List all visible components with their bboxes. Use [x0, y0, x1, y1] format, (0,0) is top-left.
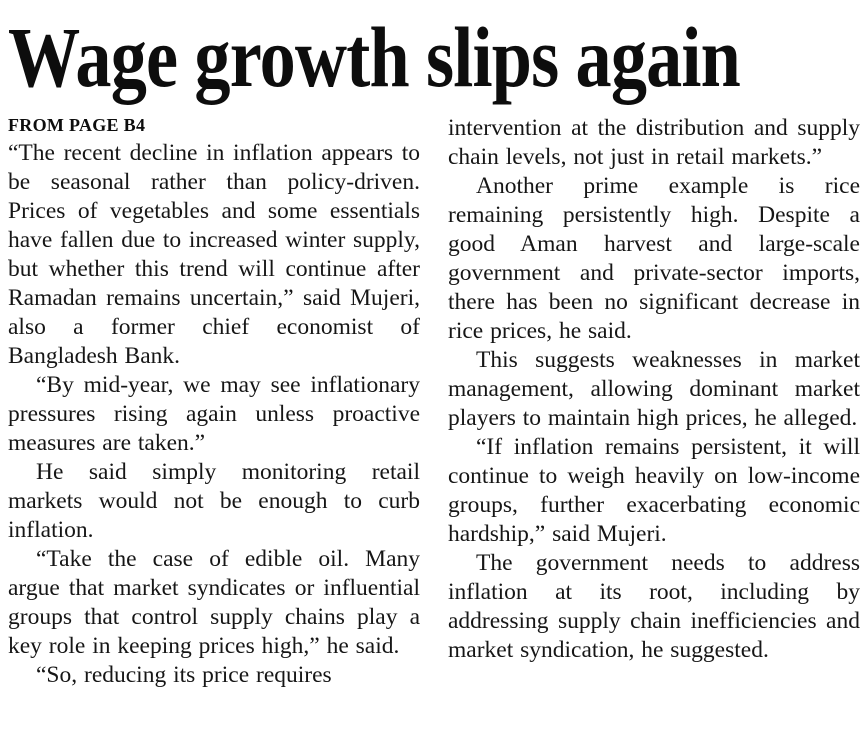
continued-from-label: FROM PAGE B4: [8, 115, 146, 135]
article-columns: FROM PAGE B4 “The recent decline in infl…: [8, 114, 860, 690]
article-paragraph: “By mid-year, we may see inflationary pr…: [8, 372, 420, 456]
article-paragraph: He said simply monitoring retail markets…: [8, 459, 420, 543]
article-paragraph: “The recent decline in inflation appears…: [8, 140, 420, 369]
article-paragraph: “So, reducing its price requires: [36, 662, 332, 688]
article-paragraph: “Take the case of edible oil. Many argue…: [8, 546, 420, 659]
article-column-left: FROM PAGE B4 “The recent decline in infl…: [8, 114, 420, 690]
article-paragraph: This suggests weaknesses in market manag…: [448, 347, 860, 431]
headline-text: Wage growth slips again: [8, 9, 741, 105]
article-paragraph: The government needs to address inflatio…: [448, 550, 860, 663]
article-column-right: intervention at the distribution and sup…: [448, 114, 860, 690]
article-paragraph: Another prime example is rice remaining …: [448, 173, 860, 344]
article-headline: Wage growth slips again: [8, 6, 860, 108]
article-paragraph: intervention at the distribution and sup…: [448, 115, 860, 170]
article-paragraph: “If inflation remains persistent, it wil…: [448, 434, 860, 547]
